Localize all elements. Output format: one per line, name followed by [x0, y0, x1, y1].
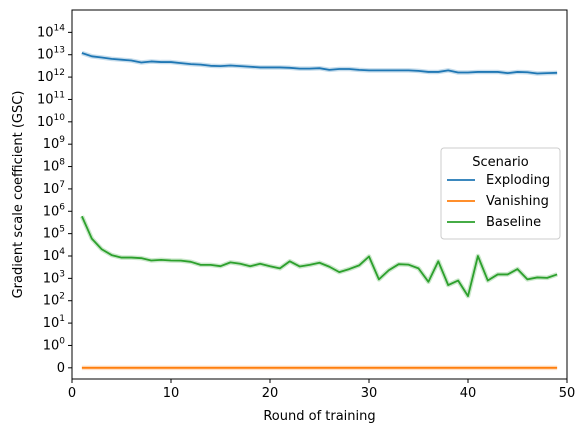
x-axis-label: Round of training: [263, 409, 375, 424]
series-line-baseline: [81, 215, 558, 298]
axes-frame: [71, 9, 568, 380]
x-tick-label: 0: [68, 386, 76, 401]
x-tick-label: 30: [361, 386, 378, 401]
x-tick-label: 50: [559, 386, 576, 401]
series-layer: [79, 50, 558, 371]
legend-label-exploding: Exploding: [486, 173, 550, 188]
legend: Scenario Exploding Vanishing Baseline: [440, 147, 561, 240]
legend-box: [440, 147, 561, 240]
x-tick-label: 10: [163, 386, 180, 401]
y-tick-label: 0: [57, 361, 65, 376]
y-axis-label: Gradient scale coefficient (GSC): [11, 91, 26, 299]
x-tick-label: 20: [262, 386, 279, 401]
x-tick-label: 40: [460, 386, 477, 401]
legend-title: Scenario: [472, 155, 529, 170]
legend-entries: Exploding Vanishing Baseline: [447, 173, 550, 230]
legend-label-baseline: Baseline: [486, 215, 541, 230]
series-line-exploding: [81, 52, 558, 75]
legend-label-vanishing: Vanishing: [486, 194, 549, 209]
